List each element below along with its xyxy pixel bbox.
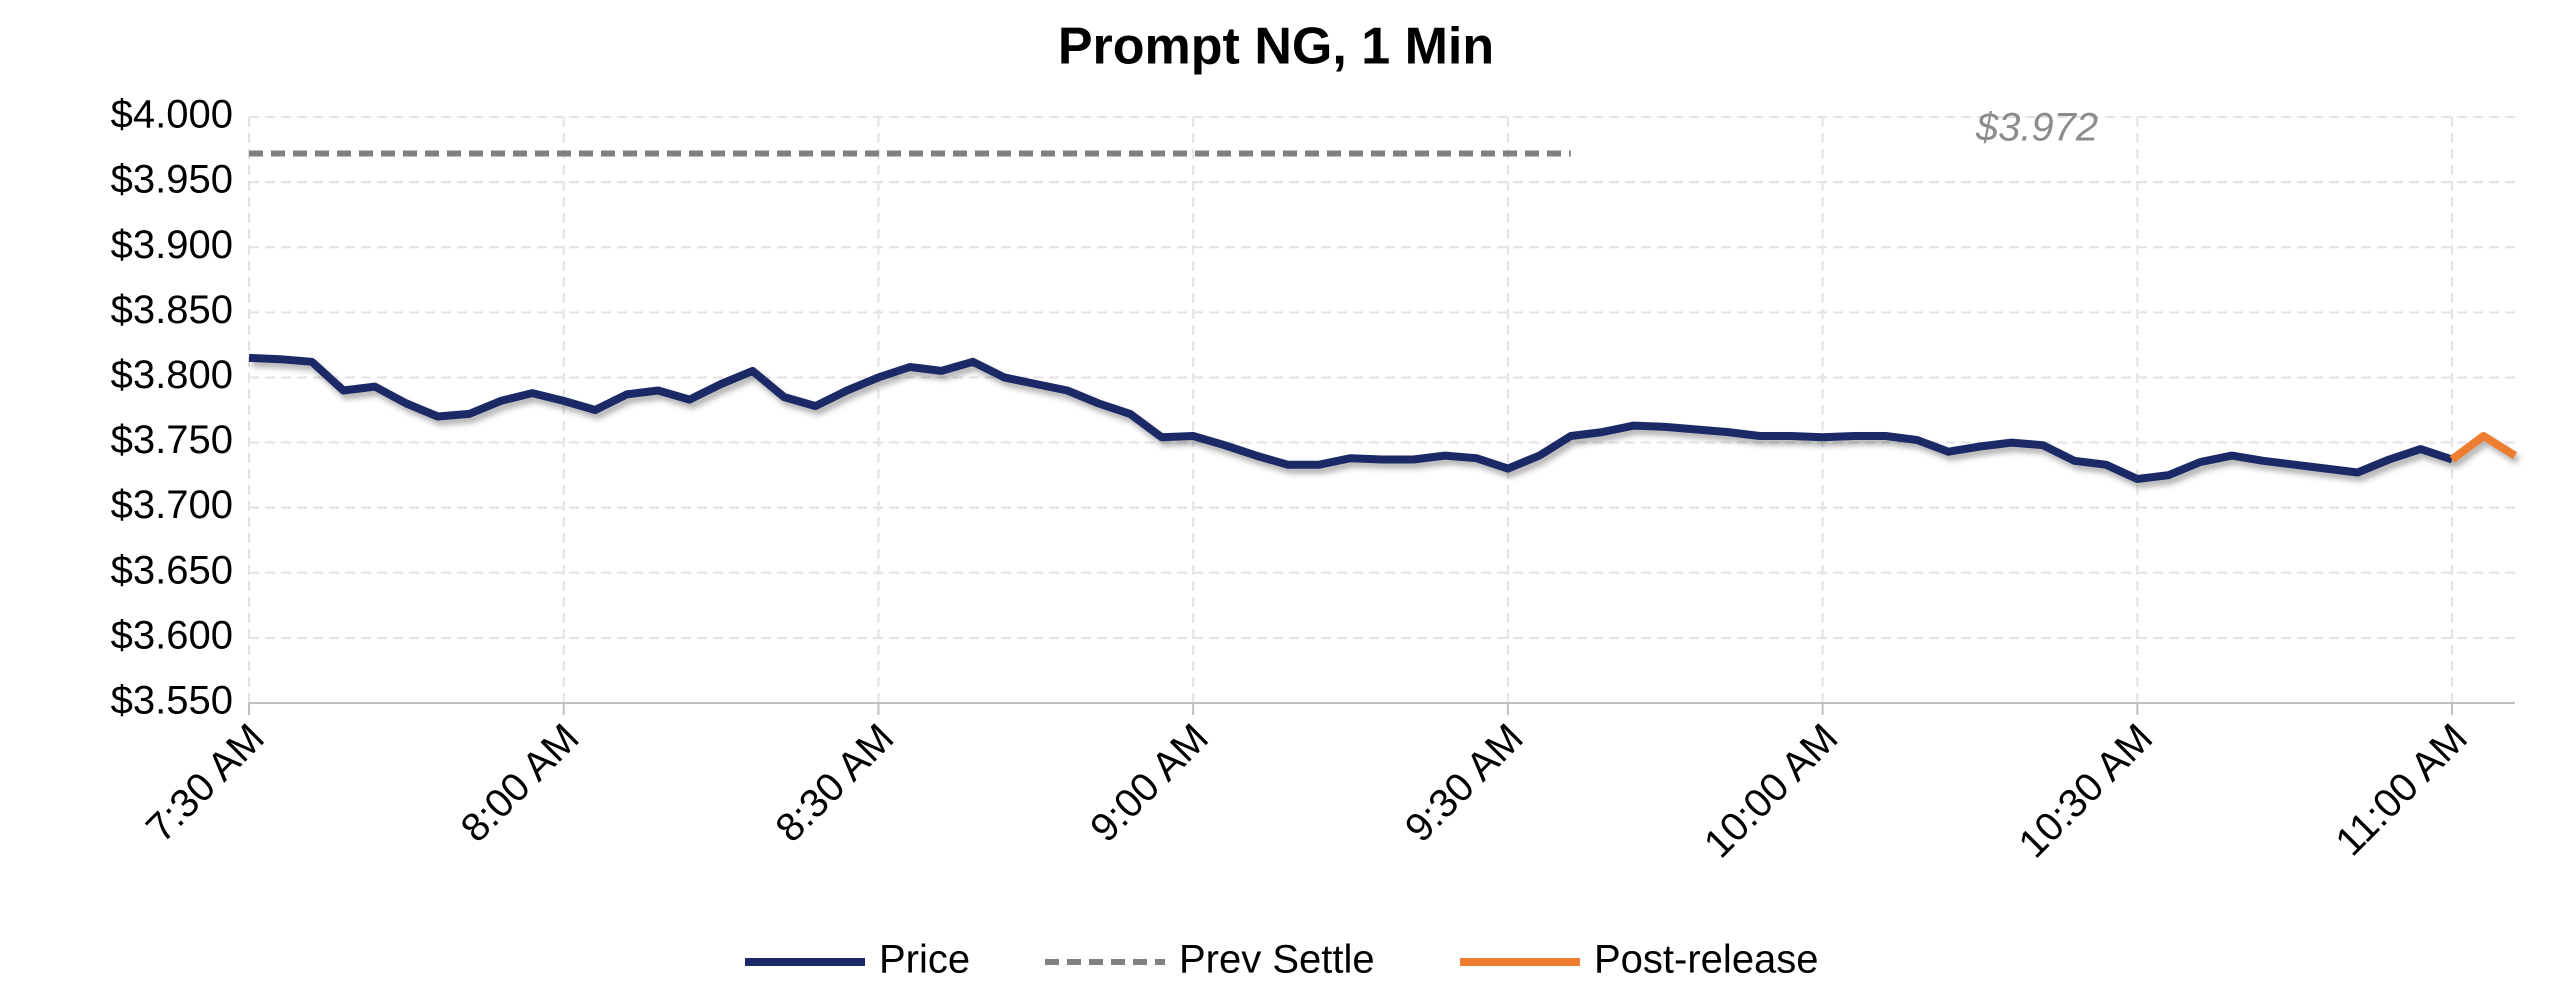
- chart-title: Prompt NG, 1 Min: [1058, 18, 1494, 76]
- series-line: [2449, 432, 2518, 463]
- y-tick-label: $3.650: [111, 548, 233, 592]
- x-tick-label: 10:30 AM: [2011, 716, 2162, 867]
- x-tick-label: 7:30 AM: [138, 716, 273, 851]
- y-tick-label: $3.600: [111, 613, 233, 657]
- y-tick-label: $3.900: [111, 223, 233, 267]
- legend-label: Price: [879, 938, 970, 982]
- x-tick-label: 8:00 AM: [453, 716, 588, 851]
- x-tick-label: 9:00 AM: [1082, 716, 1217, 851]
- x-tick-label: 10:00 AM: [1696, 716, 1847, 867]
- y-tick-label: $4.000: [111, 93, 233, 137]
- annotation: $3.972: [1975, 106, 2098, 150]
- legend-label: Prev Settle: [1179, 938, 1375, 982]
- y-tick-label: $3.550: [111, 679, 233, 723]
- y-tick-label: $3.850: [111, 288, 233, 332]
- y-tick-label: $3.750: [111, 418, 233, 462]
- x-tick-label: 9:30 AM: [1397, 716, 1532, 851]
- y-tick-label: $3.950: [111, 158, 233, 202]
- y-tick-label: $3.800: [111, 353, 233, 397]
- x-tick-label: 11:00 AM: [2327, 716, 2476, 865]
- y-tick-label: $3.700: [111, 483, 233, 527]
- legend-label: Post-release: [1594, 938, 1819, 982]
- x-tick-label: 8:30 AM: [767, 716, 902, 851]
- series-line: [248, 353, 2454, 483]
